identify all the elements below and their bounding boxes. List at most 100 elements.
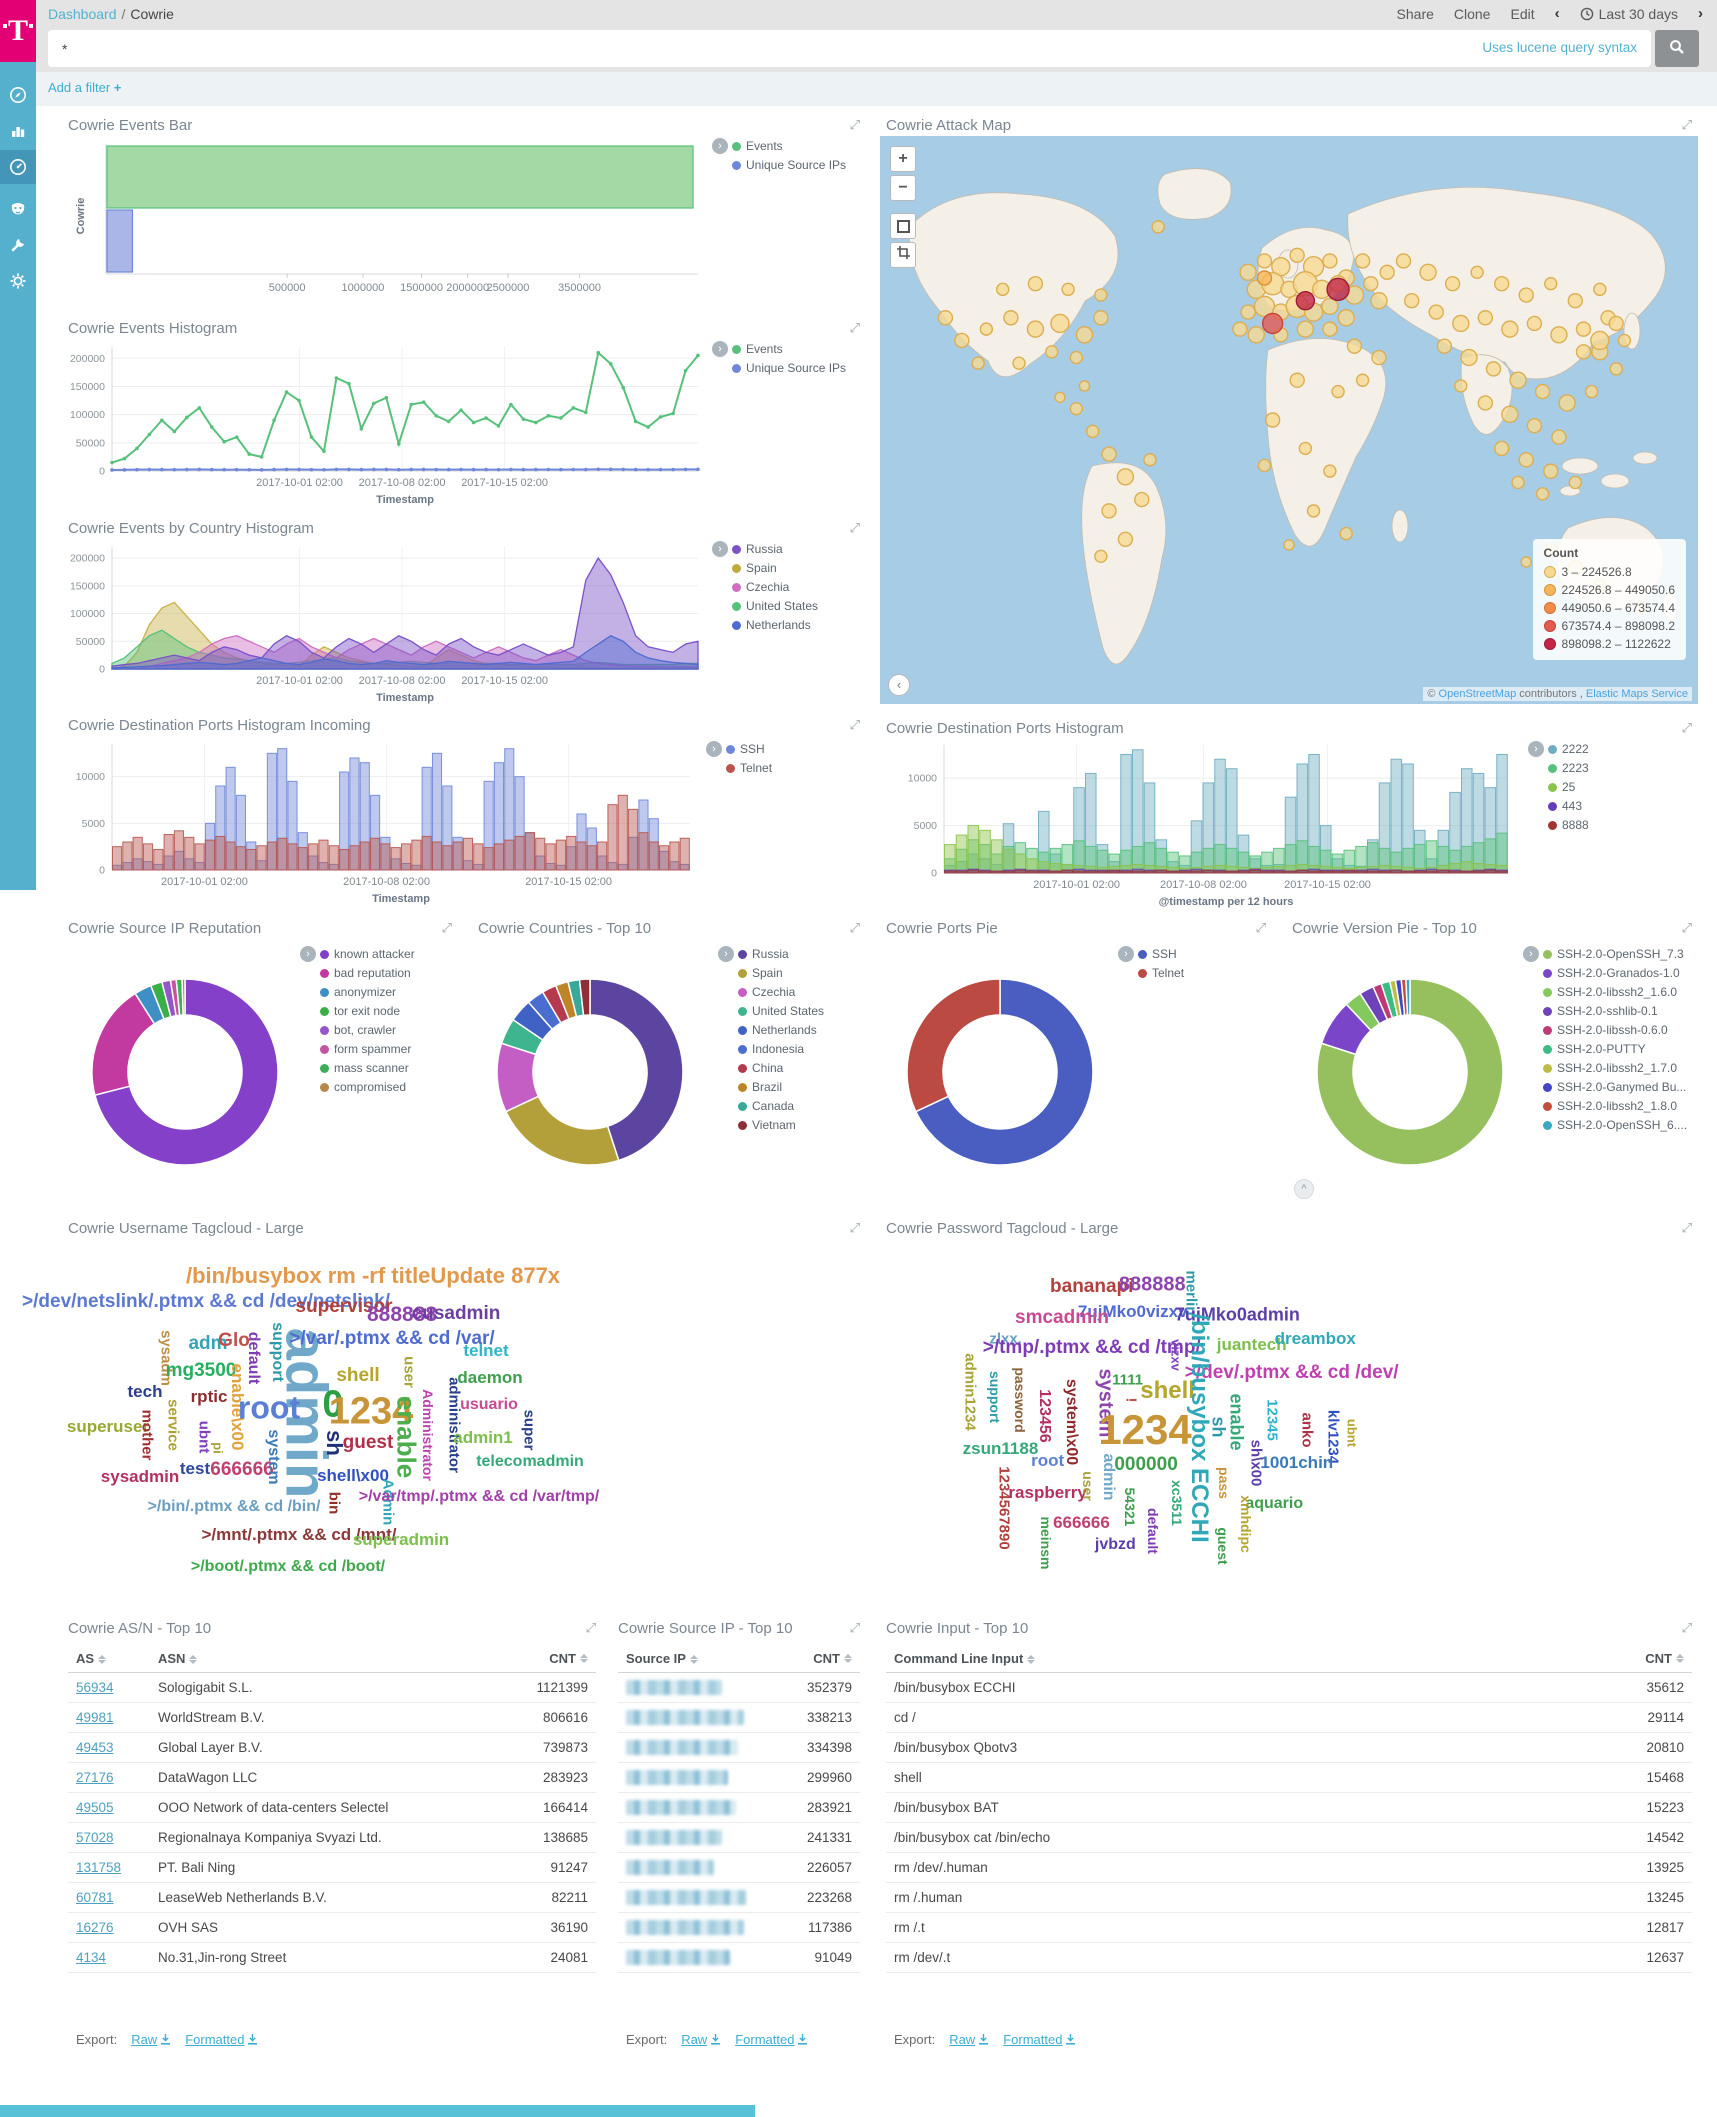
tag-word[interactable]: system: [265, 1429, 282, 1485]
tag-word[interactable]: meinsm: [1037, 1516, 1054, 1570]
legend-toggle-icon[interactable]: ›: [718, 946, 734, 962]
pie-slice-Spain[interactable]: [504, 1095, 620, 1166]
legend-item[interactable]: SSH-2.0-sshlib-0.1: [1543, 1002, 1687, 1021]
events-histogram-chart[interactable]: 200000 150000 100000 50000 0 2017-10-01 02:00…: [66, 339, 708, 507]
legend-item[interactable]: 8888: [1548, 816, 1589, 835]
tag-word[interactable]: >/bin/.ptmx && cd /bin/: [147, 1497, 321, 1515]
legend-item[interactable]: bot, crawler: [320, 1021, 415, 1040]
legend-toggle-icon[interactable]: ›: [712, 138, 728, 154]
legend-toggle-icon[interactable]: ›: [712, 541, 728, 557]
tag-word[interactable]: admin1234: [961, 1353, 979, 1431]
as-number-link[interactable]: 49505: [76, 1800, 114, 1815]
tag-word[interactable]: 7ujMko0vizxv: [1077, 1301, 1188, 1321]
tag-word[interactable]: support: [987, 1370, 1004, 1424]
legend-item[interactable]: Vietnam: [738, 1116, 824, 1135]
legend-item[interactable]: SSH-2.0-libssh-0.6.0: [1543, 1021, 1687, 1040]
legend-toggle-icon[interactable]: ›: [1528, 741, 1544, 757]
map-attribution-toggle[interactable]: ‹: [888, 674, 910, 696]
time-back-chevron[interactable]: ‹: [1554, 5, 1560, 22]
sidebar-item-visualize[interactable]: [0, 114, 36, 148]
tag-word[interactable]: zlxx.: [989, 1330, 1022, 1348]
tag-word[interactable]: telecomadmin: [476, 1453, 584, 1470]
legend-item[interactable]: anonymizer: [320, 983, 415, 1002]
sort-icon[interactable]: [689, 1655, 698, 1665]
legend-item[interactable]: Events: [732, 137, 846, 156]
search-input[interactable]: [48, 30, 1651, 67]
legend-collapse-button[interactable]: ^: [1294, 1179, 1314, 1199]
legend-item[interactable]: SSH-2.0-OpenSSH_6....: [1543, 1116, 1687, 1135]
tag-word[interactable]: xmhdipc: [1237, 1495, 1254, 1553]
export-raw-link[interactable]: Raw: [131, 2032, 171, 2047]
bottom-scroll-strip[interactable]: [0, 2105, 755, 2117]
tag-word[interactable]: supervisor: [295, 1295, 393, 1317]
elastic-maps-link[interactable]: Elastic Maps Service: [1585, 688, 1688, 700]
tag-word[interactable]: service: [164, 1399, 182, 1451]
tag-word[interactable]: enable: [391, 1395, 422, 1479]
tag-word[interactable]: super: [520, 1409, 538, 1451]
tag-word[interactable]: 1111: [1112, 1371, 1144, 1389]
as-number-link[interactable]: 131758: [76, 1860, 122, 1875]
countries-donut-chart[interactable]: [495, 977, 685, 1167]
tag-word[interactable]: >/dev/netslink/.ptmx && cd /dev/netslink…: [22, 1291, 390, 1312]
legend-item[interactable]: 2223: [1548, 759, 1589, 778]
expand-icon[interactable]: ⤢: [849, 320, 860, 335]
legend-item[interactable]: SSH-2.0-Ganymed Bu...: [1543, 1078, 1687, 1097]
tag-word[interactable]: pi: [210, 1442, 226, 1454]
telekom-logo[interactable]: T: [0, 0, 36, 62]
events-bar-chart[interactable]: Cowrie 500000 1000000 1500000 2000000 2500000…: [72, 138, 708, 300]
legend-item[interactable]: Netherlands: [738, 1021, 824, 1040]
expand-icon[interactable]: ⤢: [1681, 117, 1692, 132]
as-number-link[interactable]: 57028: [76, 1830, 114, 1845]
tag-word[interactable]: system\x00: [1063, 1378, 1081, 1466]
tag-word[interactable]: sh: [321, 1430, 347, 1456]
tag-word[interactable]: telnet: [463, 1341, 509, 1360]
tag-word[interactable]: root: [1031, 1451, 1065, 1470]
expand-icon[interactable]: ⤢: [849, 1620, 860, 1635]
as-number-link[interactable]: 49981: [76, 1710, 114, 1725]
tag-word[interactable]: user: [400, 1356, 418, 1388]
sort-icon[interactable]: [189, 1655, 198, 1665]
sort-icon[interactable]: [1027, 1655, 1036, 1665]
legend-item[interactable]: SSH-2.0-libssh2_1.8.0: [1543, 1097, 1687, 1116]
tag-word[interactable]: >/var/tmp/.ptmx && cd /var/tmp/: [358, 1488, 600, 1505]
export-formatted-link[interactable]: Formatted: [735, 2032, 808, 2047]
legend-item[interactable]: United States: [738, 1002, 824, 1021]
legend-item[interactable]: SSH: [1138, 945, 1184, 964]
legend-item[interactable]: Brazil: [738, 1078, 824, 1097]
as-number-link[interactable]: 49453: [76, 1740, 114, 1755]
tag-word[interactable]: root: [237, 1389, 301, 1426]
ports-incoming-chart[interactable]: 10000 5000 0 2017-10-01 02:00 2017-10-08 02:…: [66, 736, 700, 906]
legend-item[interactable]: Events: [732, 340, 846, 359]
tag-word[interactable]: admin1: [453, 1428, 513, 1447]
legend-item[interactable]: Unique Source IPs: [732, 156, 846, 175]
tag-word[interactable]: 888888: [1118, 1273, 1186, 1296]
legend-item[interactable]: form spammer: [320, 1040, 415, 1059]
sort-icon[interactable]: [844, 1654, 852, 1663]
ports-donut-chart[interactable]: [905, 977, 1095, 1167]
tag-word[interactable]: administrator: [445, 1377, 463, 1473]
tag-word[interactable]: jvbzd: [1094, 1536, 1136, 1553]
tag-word[interactable]: 7ujMko0admin: [1174, 1304, 1300, 1325]
tag-word[interactable]: 123456: [1035, 1389, 1053, 1443]
sort-icon[interactable]: [580, 1654, 588, 1663]
map-zoom-in-button[interactable]: +: [890, 146, 916, 172]
legend-toggle-icon[interactable]: ›: [300, 946, 316, 962]
tag-word[interactable]: 1234: [1098, 1406, 1192, 1453]
edit-button[interactable]: Edit: [1510, 5, 1535, 22]
legend-item[interactable]: tor exit node: [320, 1002, 415, 1021]
pie-slice-SSH-2.0-OpenSSH_7.3[interactable]: [1316, 978, 1504, 1166]
expand-icon[interactable]: ⤢: [849, 520, 860, 535]
legend-item[interactable]: 25: [1548, 778, 1589, 797]
legend-item[interactable]: Spain: [732, 559, 818, 578]
legend-item[interactable]: SSH-2.0-Granados-1.0: [1543, 964, 1687, 983]
tag-word[interactable]: aquario: [1245, 1495, 1304, 1512]
tag-word[interactable]: zsun1188: [962, 1439, 1039, 1458]
sidebar-item-management[interactable]: [0, 264, 36, 298]
pie-slice-SSH-2.0-OpenSSH_6....[interactable]: [1405, 978, 1411, 1016]
legend-item[interactable]: Russia: [732, 540, 818, 559]
legend-item[interactable]: Czechia: [738, 983, 824, 1002]
tag-word[interactable]: bananapi: [1050, 1276, 1134, 1297]
column-header[interactable]: CNT: [813, 1651, 840, 1666]
tag-word[interactable]: sh: [1208, 1416, 1229, 1438]
column-header[interactable]: CNT: [1645, 1651, 1672, 1666]
